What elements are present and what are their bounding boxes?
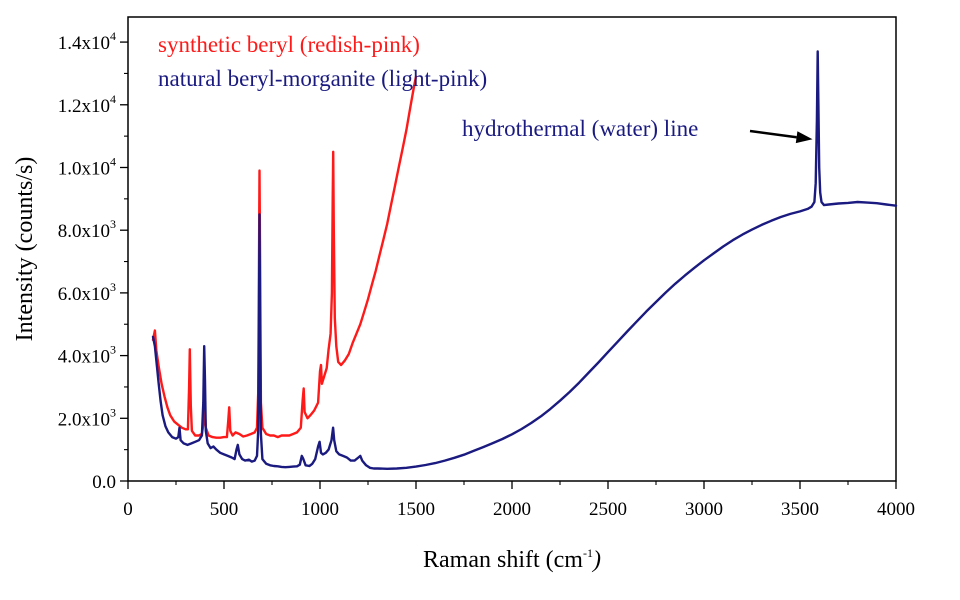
x-tick-label: 0: [123, 499, 133, 520]
y-tick-label: 1.4x104: [58, 29, 116, 54]
legend-entry-synthetic-beryl: synthetic beryl (redish-pink): [158, 32, 420, 57]
y-tick-label: 6.0x103: [58, 280, 116, 305]
x-tick-label: 2000: [493, 499, 531, 520]
x-axis-ticks: 0 500 1000 1500 2000 2500 3000 3500 4000: [123, 481, 915, 520]
y-tick-label: 8.0x103: [58, 217, 116, 242]
y-tick-label: 0.0: [92, 472, 116, 493]
legend-entry-natural-beryl: natural beryl-morganite (light-pink): [158, 66, 487, 91]
x-tick-label: 2500: [589, 499, 627, 520]
x-tick-label: 1000: [301, 499, 339, 520]
y-tick-label: 1.2x104: [58, 92, 116, 117]
y-tick-label: 2.0x103: [58, 405, 116, 430]
x-tick-label: 3500: [781, 499, 819, 520]
series-layer: [151, 50, 898, 470]
legend: synthetic beryl (redish-pink) natural be…: [158, 32, 487, 91]
annotation: hydrothermal (water) line: [462, 116, 813, 144]
x-tick-label: 500: [210, 499, 239, 520]
x-tick-label: 4000: [877, 499, 915, 520]
annotation-arrow: [749, 129, 797, 139]
y-tick-label: 4.0x103: [58, 343, 116, 368]
x-axis-title: Raman shift (cm-1): [423, 546, 601, 573]
y-axis-ticks: 0.0 2.0x103 4.0x103 6.0x103 8.0x103 1.0x104 1.…: [58, 29, 128, 493]
x-tick-label: 1500: [397, 499, 435, 520]
annotation-arrowhead: [795, 131, 813, 144]
y-axis-title: Intensity (counts/s): [12, 157, 38, 342]
series-line-synthetic-beryl: [151, 75, 418, 439]
series-line-natural-beryl: [151, 50, 898, 470]
annotation-hydrothermal-line: hydrothermal (water) line: [462, 116, 698, 141]
y-tick-label: 1.0x104: [58, 154, 116, 179]
x-tick-label: 3000: [685, 499, 723, 520]
